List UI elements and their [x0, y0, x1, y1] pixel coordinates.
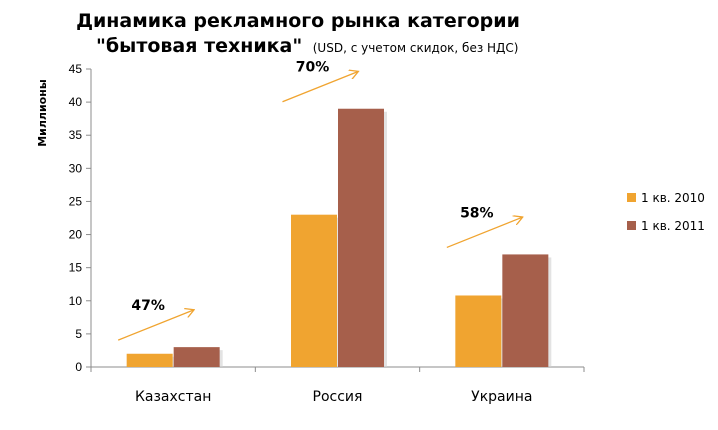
- y-tick-label: 15: [69, 261, 83, 275]
- y-tick-label: 30: [69, 161, 83, 175]
- bar: [126, 353, 173, 367]
- growth-arrow: [446, 217, 522, 249]
- y-tick-label: 40: [69, 95, 83, 109]
- bar: [291, 214, 337, 367]
- x-tick-label: Украина: [471, 389, 532, 405]
- y-tick-label: 5: [75, 327, 82, 341]
- legend-swatch: [627, 193, 636, 202]
- y-tick-label: 0: [75, 360, 82, 374]
- growth-label: 58%: [460, 205, 494, 221]
- chart-title: Динамика рекламного рынка категории: [76, 10, 520, 32]
- legend-swatch: [627, 221, 636, 230]
- bar: [338, 108, 384, 367]
- y-tick-label: 35: [69, 128, 83, 142]
- bar: [173, 347, 220, 367]
- bar: [502, 254, 549, 367]
- growth-arrow: [282, 72, 358, 103]
- y-tick-label: 10: [69, 294, 83, 308]
- chart-title-line2-row: "бытовая техника" (USD, с учетом скидок,…: [96, 35, 518, 57]
- growth-label: 47%: [131, 298, 165, 314]
- legend-label: 1 кв. 2010: [641, 191, 705, 205]
- growth-label: 70%: [296, 60, 330, 76]
- x-tick-label: Казахстан: [135, 389, 211, 405]
- legend: 1 кв. 2010 1 кв. 2011: [627, 191, 705, 233]
- y-tick-label: 45: [69, 62, 83, 76]
- growth-arrow: [117, 310, 193, 341]
- y-tick-label: 20: [69, 228, 83, 242]
- chart-subtitle: (USD, с учетом скидок, без НДС): [313, 41, 519, 55]
- plot-area: 0 5 10 15 20 25 30 35 40 45 Казахстан 47% Россия 70% У…: [69, 60, 585, 405]
- y-tick-label: 25: [69, 194, 83, 208]
- y-axis-label: Миллионы: [36, 79, 49, 147]
- bar: [455, 295, 502, 367]
- chart-title-line2: "бытовая техника": [96, 35, 302, 57]
- legend-label: 1 кв. 2011: [641, 219, 705, 233]
- x-tick-label: Россия: [313, 389, 363, 405]
